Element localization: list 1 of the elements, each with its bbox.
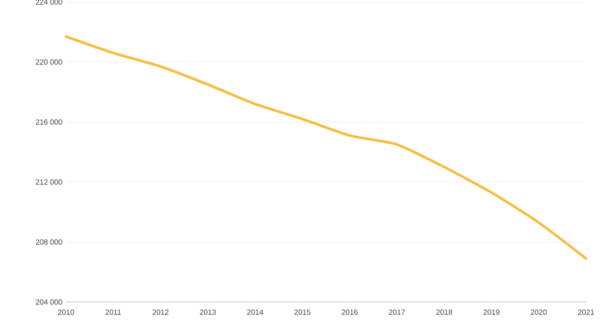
line-series [64,35,588,260]
